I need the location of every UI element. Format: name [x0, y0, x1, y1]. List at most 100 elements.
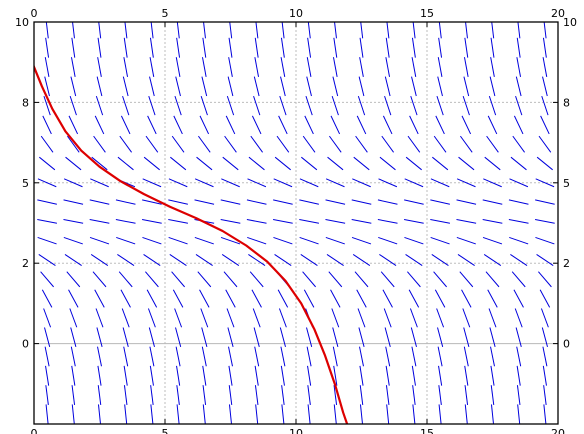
- slope-segment: [536, 156, 553, 171]
- slope-segment: [384, 95, 392, 116]
- slope-segment: [226, 95, 235, 116]
- slope-segment: [302, 135, 316, 153]
- slope-segment: [96, 76, 103, 97]
- slope-segment: [360, 22, 364, 39]
- slope-segment: [228, 365, 233, 386]
- slope-segment: [90, 178, 109, 188]
- slope-segment: [355, 135, 368, 153]
- slope-segment: [122, 327, 129, 347]
- x-tick-label-top: 10: [289, 7, 303, 20]
- slope-segment: [386, 22, 390, 39]
- slope-segment: [44, 346, 50, 367]
- slope-segment: [332, 76, 339, 97]
- y-tick-label-left: 2: [22, 257, 29, 270]
- slope-segment: [509, 236, 529, 245]
- slope-segment: [359, 365, 364, 386]
- slope-segment: [535, 178, 555, 188]
- slope-segment: [302, 271, 316, 288]
- slope-segment: [274, 254, 292, 266]
- slope-segment: [171, 135, 185, 153]
- slope-segment: [69, 95, 77, 116]
- slope-segment: [89, 218, 110, 224]
- slope-segment: [116, 236, 136, 245]
- slope-segment: [45, 404, 49, 424]
- slope-segment: [458, 156, 475, 171]
- slope-segment: [306, 57, 312, 77]
- slope-segment: [487, 115, 498, 135]
- slope-segment: [253, 327, 260, 347]
- slope-segment: [63, 236, 83, 245]
- slope-segment: [142, 199, 162, 205]
- slope-segment: [543, 385, 547, 406]
- slope-segment: [70, 346, 76, 367]
- slope-segment: [490, 385, 495, 406]
- slope-segment: [330, 289, 341, 308]
- slope-segment: [39, 156, 56, 171]
- slope-segment: [168, 199, 188, 205]
- slope-segment: [508, 218, 529, 224]
- slope-segment: [359, 57, 364, 77]
- x-tick-label-bottom: 5: [162, 427, 169, 434]
- slope-segment: [70, 57, 76, 77]
- slope-segment: [463, 346, 469, 367]
- slope-segment: [299, 218, 320, 224]
- slope-segment: [303, 289, 315, 308]
- slope-segment: [432, 156, 449, 171]
- slope-segment: [331, 308, 340, 328]
- slope-segment: [229, 22, 233, 39]
- slope-segment: [247, 178, 267, 188]
- slope-segment: [66, 271, 81, 288]
- slope-segment: [378, 178, 398, 188]
- slope-segment: [250, 135, 263, 153]
- slope-segment: [117, 156, 134, 171]
- slope-segment: [304, 115, 314, 135]
- slope-segment: [228, 385, 233, 406]
- slope-segment: [194, 236, 214, 245]
- slope-segment: [404, 236, 424, 245]
- y-tick-label-left: 5: [22, 177, 29, 190]
- slope-segment: [515, 95, 523, 116]
- slope-segment: [251, 289, 262, 308]
- slope-segment: [407, 135, 421, 153]
- slope-segment: [359, 37, 364, 58]
- slope-segment: [534, 218, 555, 224]
- slope-segment: [248, 254, 266, 266]
- slope-segment: [305, 95, 313, 116]
- slope-segment: [202, 37, 207, 58]
- slope-segment: [71, 404, 75, 424]
- slope-segment: [123, 385, 128, 406]
- slope-segment: [149, 365, 154, 386]
- slope-segment: [379, 156, 396, 171]
- slope-segment: [353, 156, 370, 171]
- slope-segment: [175, 57, 181, 77]
- slope-segment: [542, 76, 548, 97]
- slope-segment: [301, 156, 318, 171]
- slope-segment: [513, 115, 524, 135]
- x-tick-label-top: 20: [551, 7, 565, 20]
- slope-segment: [436, 95, 444, 116]
- slope-segment: [124, 404, 128, 424]
- slope-segment: [196, 156, 213, 171]
- slope-segment: [71, 37, 76, 58]
- slope-segment: [514, 308, 523, 328]
- slope-segment: [280, 346, 286, 367]
- slope-segment: [45, 365, 50, 386]
- slope-segment: [254, 37, 259, 58]
- slope-segment: [63, 199, 84, 205]
- slope-segment: [146, 289, 158, 308]
- slope-segment: [384, 76, 391, 97]
- slope-segment: [412, 385, 416, 406]
- slope-segment: [460, 135, 473, 153]
- slope-segment: [490, 365, 495, 386]
- slope-segment: [461, 115, 472, 135]
- slope-segment: [201, 346, 207, 367]
- slope-segment: [359, 385, 364, 406]
- slope-segment: [516, 346, 522, 367]
- slope-segment: [325, 178, 345, 188]
- slope-segment: [410, 327, 417, 347]
- slope-segment: [307, 404, 311, 424]
- slope-segment: [430, 178, 450, 188]
- slope-segment: [333, 37, 338, 58]
- slope-segment: [228, 37, 233, 58]
- x-tick-label-bottom: 15: [420, 427, 434, 434]
